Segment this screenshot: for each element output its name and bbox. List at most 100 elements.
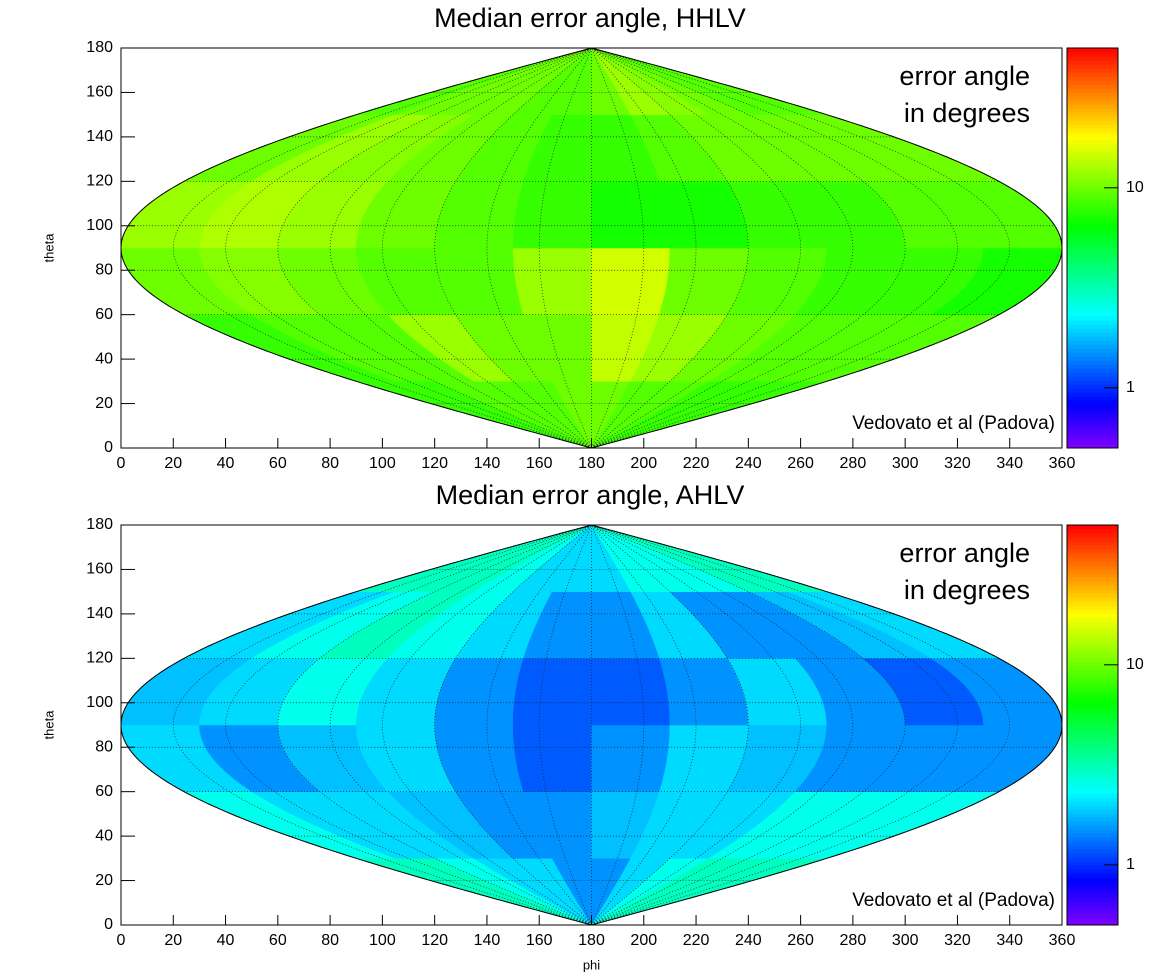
colorbar-strip [1067, 136, 1118, 141]
colorbar-strip [1067, 593, 1118, 598]
colorbar-strip [1067, 837, 1118, 842]
colorbar-strip [1067, 685, 1118, 690]
colorbar-strip [1067, 148, 1118, 153]
colorbar-strip [1067, 332, 1118, 337]
colorbar-strip [1067, 372, 1118, 377]
meridian-grid-line [486, 47, 592, 449]
colorbar-strip [1067, 569, 1118, 574]
colorbar-strip [1067, 657, 1118, 662]
colorbar-strip [1067, 809, 1118, 814]
colorbar-strip [1067, 112, 1118, 117]
colorbar-strip [1067, 693, 1118, 698]
x-tick-label: 80 [321, 932, 339, 949]
x-tick-label: 120 [421, 932, 448, 949]
meridian-grid-line [277, 524, 592, 926]
meridian-grid-line [434, 47, 592, 449]
colorbar-strip [1067, 545, 1118, 550]
colorbar-strip [1067, 653, 1118, 658]
y-tick-label: 80 [95, 261, 113, 278]
colorbar-strip [1067, 749, 1118, 754]
y-tick-label: 160 [86, 84, 113, 101]
colorbar-strip [1067, 669, 1118, 674]
credit: Vedovato et al (Padova) [852, 413, 1055, 434]
annotation: in degrees [904, 98, 1030, 128]
colorbar-strip [1067, 857, 1118, 862]
chart-title: Median error angle, HHLV [434, 3, 746, 33]
colorbar-strip [1067, 565, 1118, 570]
colorbar-strip [1067, 757, 1118, 762]
heat-cell [512, 724, 592, 792]
meridian-grid-line [591, 524, 697, 926]
colorbar-strip [1067, 537, 1118, 542]
x-tick-label: 240 [735, 932, 762, 949]
colorbar-strip [1067, 697, 1118, 702]
colorbar-strip [1067, 80, 1118, 85]
colorbar-frame [1066, 524, 1119, 926]
colorbar-strip [1067, 689, 1118, 694]
colorbar-strip [1067, 96, 1118, 101]
x-tick-label: 40 [217, 932, 235, 949]
colorbar-strip [1067, 821, 1118, 826]
colorbar-strip [1067, 725, 1118, 730]
colorbar-strip [1067, 200, 1118, 205]
colorbar-strip [1067, 304, 1118, 309]
x-tick-label: 340 [996, 455, 1023, 472]
colorbar-strip [1067, 753, 1118, 758]
colorbar-strip [1067, 60, 1118, 65]
colorbar-tick-label: 1 [1126, 856, 1135, 873]
meridian-grid-line [591, 524, 906, 926]
colorbar-strip [1067, 364, 1118, 369]
meridian-grid-line [591, 524, 749, 926]
colorbar-strip [1067, 436, 1118, 441]
y-tick-label: 20 [95, 872, 113, 889]
colorbar-strip [1067, 525, 1118, 530]
y-tick-label: 120 [86, 173, 113, 190]
heat-cell [591, 724, 671, 792]
annotation: in degrees [904, 575, 1030, 605]
colorbar-tick-label: 10 [1126, 656, 1144, 673]
meridian-grid-line [434, 524, 592, 926]
colorbar-strip [1067, 789, 1118, 794]
y-tick-label: 180 [86, 39, 113, 56]
colorbar-strip [1067, 737, 1118, 742]
colorbar-strip [1067, 877, 1118, 882]
colorbar-strip [1067, 901, 1118, 906]
x-tick-label: 200 [630, 932, 657, 949]
colorbar-strip [1067, 641, 1118, 646]
x-tick-label: 340 [996, 932, 1023, 949]
y-tick-label: 0 [104, 439, 113, 456]
colorbar-strip [1067, 48, 1118, 53]
colorbar-strip [1067, 356, 1118, 361]
y-tick-label: 60 [95, 306, 113, 323]
colorbar-strip [1067, 308, 1118, 313]
x-tick-label: 280 [840, 932, 867, 949]
x-tick-label: 80 [321, 455, 339, 472]
colorbar-strip [1067, 649, 1118, 654]
colorbar-strip [1067, 865, 1118, 870]
colorbar-strip [1067, 541, 1118, 546]
colorbar-strip [1067, 589, 1118, 594]
colorbar-strip [1067, 769, 1118, 774]
colorbar-tick-label: 10 [1126, 179, 1144, 196]
x-tick-label: 40 [217, 455, 235, 472]
colorbar-strip [1067, 885, 1118, 890]
heat-cell [512, 658, 592, 726]
colorbar-strip [1067, 232, 1118, 237]
meridian-grid-line [591, 524, 1011, 926]
colorbar-strip [1067, 853, 1118, 858]
x-tick-label: 200 [630, 455, 657, 472]
colorbar-strip [1067, 140, 1118, 145]
colorbar-strip [1067, 585, 1118, 590]
meridian-grid-line [591, 47, 906, 449]
colorbar-strip [1067, 384, 1118, 389]
x-tick-label: 120 [421, 455, 448, 472]
meridian-grid-line [172, 47, 592, 449]
colorbar-strip [1067, 300, 1118, 305]
x-tick-label: 280 [840, 455, 867, 472]
colorbar-strip [1067, 913, 1118, 918]
colorbar-strip [1067, 609, 1118, 614]
y-tick-label: 80 [95, 738, 113, 755]
colorbar-strip [1067, 825, 1118, 830]
x-tick-label: 240 [735, 455, 762, 472]
